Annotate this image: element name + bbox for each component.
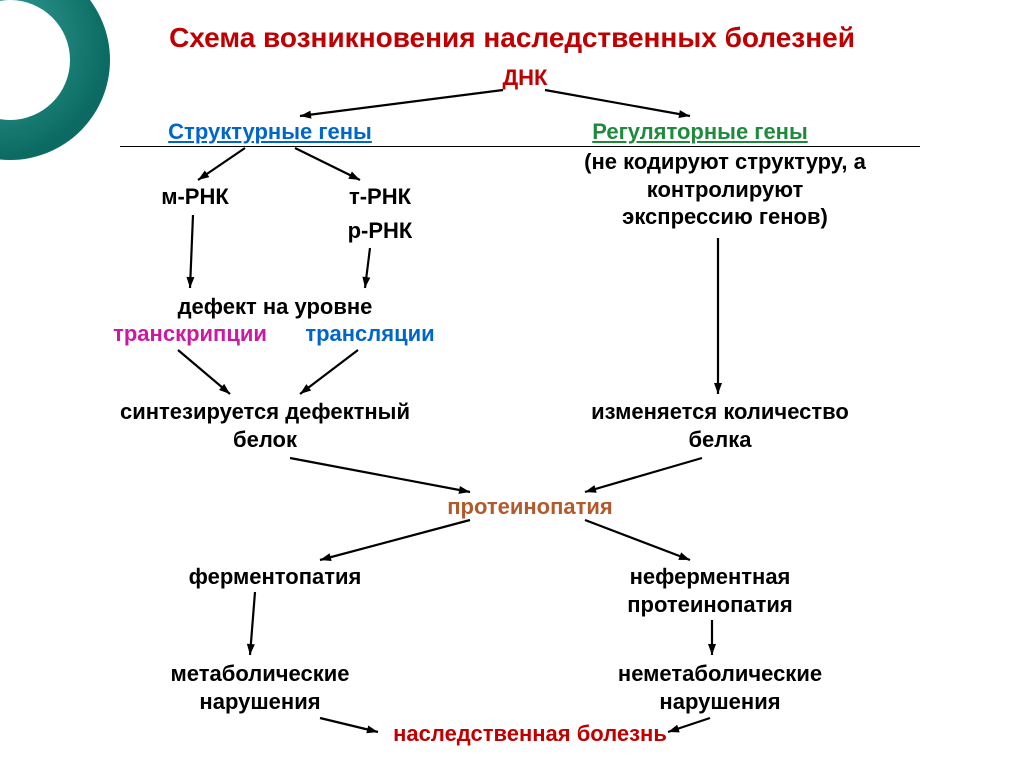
arrow-head-7: [300, 384, 311, 394]
node-protein: протеинопатия: [430, 493, 630, 521]
arrow-head-5: [362, 277, 370, 288]
node-neferm: неферментная протеинопатия: [595, 563, 825, 618]
node-rrnk: р-РНК: [335, 217, 425, 245]
node-regul_sub: (не кодируют структуру, а контролируют э…: [560, 148, 890, 231]
node-ferment: ферментопатия: [165, 563, 385, 591]
node-defekt_lvl: дефект на уровне: [150, 293, 400, 321]
node-transkr: транскрипции: [100, 320, 280, 348]
arrow-line-0: [300, 90, 503, 116]
arrow-line-7: [300, 350, 358, 394]
separator-line: [120, 146, 920, 147]
arrow-line-4: [190, 215, 193, 288]
arrow-head-6: [219, 384, 230, 394]
node-regul: Регуляторные гены: [570, 118, 830, 146]
arrow-head-12: [678, 552, 690, 560]
node-struct: Структурные гены: [150, 118, 390, 146]
arrow-line-5: [365, 248, 370, 288]
node-trnk: т-РНК: [335, 183, 425, 211]
node-nasled: наследственная болезнь: [360, 720, 700, 748]
node-dnk: ДНК: [495, 64, 555, 92]
arrow-line-2: [198, 148, 245, 180]
arrow-head-11: [320, 553, 332, 561]
arrow-line-10: [585, 458, 702, 492]
arrows-layer: [0, 0, 1024, 767]
node-transl: трансляции: [290, 320, 450, 348]
arrow-line-9: [290, 458, 470, 492]
slide-title: Схема возникновения наследственных болез…: [0, 22, 1024, 54]
node-mrnk: м-РНК: [150, 183, 240, 211]
arrow-head-1: [678, 110, 690, 118]
arrow-line-1: [545, 90, 690, 116]
node-izmen: изменяется количество белка: [565, 398, 875, 453]
arrow-head-4: [186, 277, 194, 288]
arrow-line-13: [250, 592, 255, 655]
arrow-line-11: [320, 520, 470, 560]
arrow-line-12: [585, 520, 690, 560]
arrow-head-13: [247, 644, 255, 655]
arrow-head-10: [585, 485, 597, 493]
arrow-head-8: [714, 383, 722, 394]
node-nemetab: неметаболические нарушения: [590, 660, 850, 715]
arrow-head-14: [708, 644, 716, 655]
arrow-line-3: [295, 148, 360, 180]
node-synth: синтезируется дефектный белок: [100, 398, 430, 453]
node-metab: метаболические нарушения: [140, 660, 380, 715]
slide-title-text: Схема возникновения наследственных болез…: [169, 22, 855, 53]
arrow-line-6: [178, 350, 230, 394]
arrow-head-2: [198, 171, 209, 180]
arrow-head-3: [348, 172, 360, 180]
